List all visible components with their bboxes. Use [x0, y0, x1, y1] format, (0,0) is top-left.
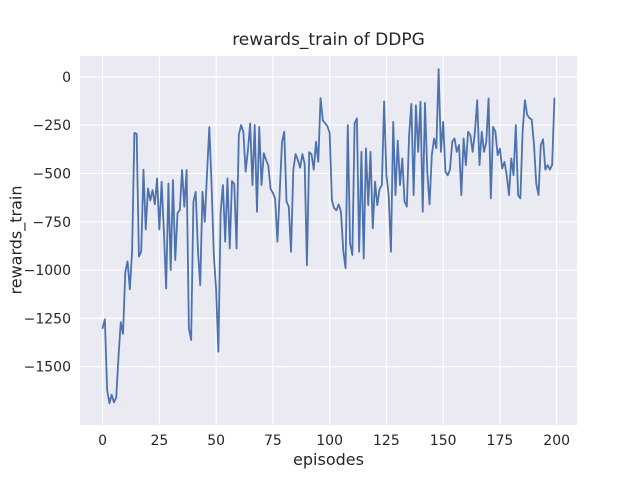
x-tick-label: 25: [150, 433, 168, 449]
y-tick-label: −1500: [24, 360, 71, 376]
y-tick-label: 0: [62, 70, 71, 86]
plot-area: [80, 56, 577, 425]
x-tick-label: 150: [430, 433, 457, 449]
y-tick-label: −750: [33, 215, 71, 231]
y-tick-label: −1000: [24, 263, 71, 279]
x-tick-label: 0: [98, 433, 107, 449]
y-tick-label: −500: [33, 166, 71, 182]
y-tick-label: −250: [33, 118, 71, 134]
x-tick-label: 200: [543, 433, 570, 449]
x-tick-label: 75: [264, 433, 282, 449]
x-tick-label: 175: [487, 433, 514, 449]
x-tick-label: 50: [207, 433, 225, 449]
series-line-rewards_train: [101, 68, 556, 405]
y-tick-label: −1250: [24, 311, 71, 327]
y-axis-label: rewards_train: [6, 185, 26, 295]
x-tick-label: 125: [373, 433, 400, 449]
x-tick-label: 100: [316, 433, 343, 449]
x-axis-label: episodes: [293, 450, 364, 469]
chart-title: rewards_train of DDPG: [232, 30, 425, 50]
